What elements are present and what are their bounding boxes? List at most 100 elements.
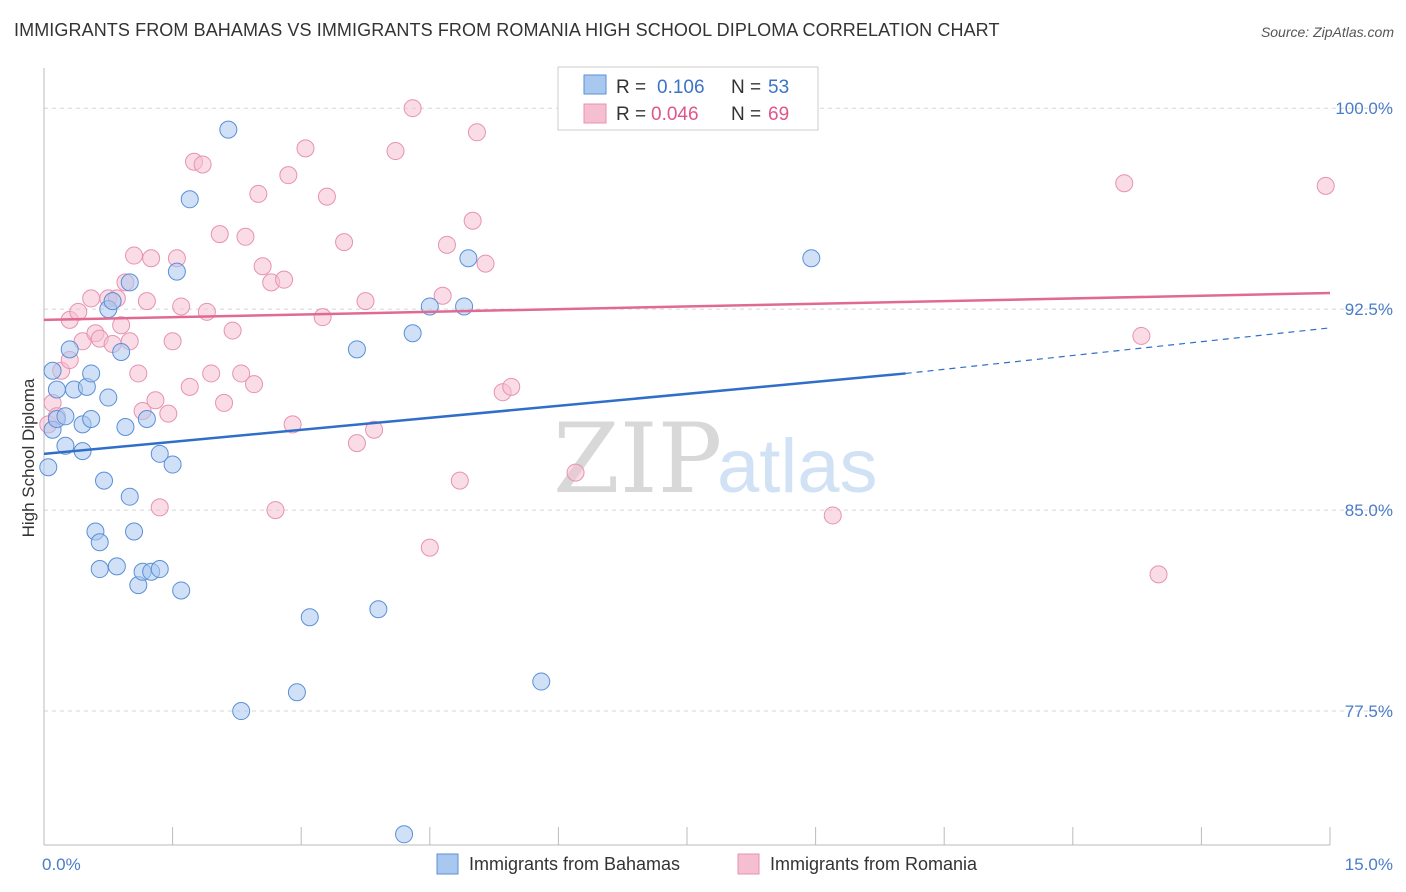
bahamas-point [180, 190, 199, 209]
stats-r-value-1: 0.106 [657, 77, 705, 98]
romania-point [249, 184, 268, 203]
bahamas-point [172, 581, 191, 600]
bahamas-point [137, 409, 156, 428]
romania-point [279, 166, 298, 185]
stats-r-label-2: R = [616, 104, 646, 125]
bahamas-point [60, 340, 79, 359]
bahamas-point [232, 702, 251, 721]
romania-point [823, 506, 842, 525]
romania-point [476, 254, 495, 273]
romania-point [159, 404, 178, 423]
romania-point [317, 187, 336, 206]
trend-lines [43, 291, 1331, 456]
y-tick-label: 85.0% [1345, 501, 1393, 520]
romania-point [245, 375, 264, 394]
romania-point [502, 377, 521, 396]
axes [43, 68, 1331, 846]
romania-point [433, 286, 452, 305]
romania-point [236, 227, 255, 246]
bahamas-point [403, 324, 422, 343]
romania-point [232, 364, 251, 383]
stats-n-label-1: N = [731, 77, 761, 98]
romania-point [1149, 565, 1168, 584]
legend: Immigrants from Bahamas Immigrants from … [436, 853, 978, 875]
romania-point [223, 321, 242, 340]
stats-n-label-2: N = [731, 104, 761, 125]
bahamas-point [347, 340, 366, 359]
bahamas-point [39, 458, 58, 477]
bahamas-point [802, 249, 821, 268]
stats-box: R = 0.106 N = 53 R = 0.046 N = 69 [557, 66, 819, 131]
romania-point [215, 393, 234, 412]
romania-point [193, 155, 212, 174]
stats-r-value-2: 0.046 [651, 104, 699, 125]
romania-point [82, 289, 101, 308]
romania-point [172, 297, 191, 316]
y-tick-label: 100.0% [1335, 99, 1393, 118]
x-tick-label: 15.0% [1345, 855, 1393, 874]
romania-point [73, 332, 92, 351]
romania-point [356, 292, 375, 311]
bahamas-point [287, 683, 306, 702]
bahamas-points [39, 99, 821, 844]
y-tick-label: 77.5% [1345, 702, 1393, 721]
romania-point [313, 308, 332, 327]
romania-point [129, 364, 148, 383]
chart-title: IMMIGRANTS FROM BAHAMAS VS IMMIGRANTS FR… [14, 20, 1000, 40]
x-tick-label: 0.0% [42, 855, 81, 874]
romania-point [403, 99, 422, 118]
romania-point [1132, 326, 1151, 345]
romania-point [467, 123, 486, 142]
romania-trend-line [43, 291, 1331, 322]
bahamas-point [43, 361, 62, 380]
bahamas-point [120, 273, 139, 292]
legend-bahamas-label: Immigrants from Bahamas [469, 854, 680, 874]
romania-point [180, 377, 199, 396]
bahamas-point [99, 388, 118, 407]
bahamas-point [82, 409, 101, 428]
bahamas-point [395, 825, 414, 844]
romania-point [1316, 176, 1335, 195]
bahamas-trend-extension [905, 327, 1331, 375]
bahamas-point [82, 364, 101, 383]
romania-point [210, 225, 229, 244]
stats-romania-swatch [583, 103, 607, 124]
bahamas-point [56, 407, 75, 426]
bahamas-point [116, 418, 135, 437]
stats-r-label-1: R = [616, 77, 646, 98]
bahamas-point [150, 444, 169, 463]
romania-point [347, 434, 366, 453]
bahamas-point [120, 487, 139, 506]
bahamas-point [532, 672, 551, 691]
romania-point [296, 139, 315, 158]
romania-point [253, 257, 272, 276]
y-tick-label: 92.5% [1345, 300, 1393, 319]
bahamas-point [107, 557, 126, 576]
romania-point [566, 463, 585, 482]
bahamas-point [56, 436, 75, 455]
watermark-atlas: atlas [717, 424, 878, 509]
romania-point [137, 292, 156, 311]
bahamas-point [167, 262, 186, 281]
watermark-zip: ZIP [553, 403, 722, 515]
bahamas-point [150, 560, 169, 579]
bahamas-point [103, 292, 122, 311]
legend-romania-swatch [737, 853, 760, 875]
bahamas-point [125, 522, 144, 541]
stats-n-value-2: 69 [768, 104, 789, 125]
romania-point [386, 142, 405, 161]
bahamas-trend-line [43, 372, 906, 456]
tick-labels: 100.0% 92.5% 85.0% 77.5% 0.0% 15.0% [42, 99, 1393, 874]
romania-point [365, 420, 384, 439]
bahamas-point [90, 533, 109, 552]
romania-point [463, 211, 482, 230]
romania-point [420, 538, 439, 557]
romania-point [163, 332, 182, 351]
source-label: Source: ZipAtlas.com [1260, 24, 1394, 40]
romania-point [335, 233, 354, 252]
bahamas-point [112, 343, 131, 362]
stats-bahamas-swatch [583, 74, 607, 95]
bahamas-point [95, 471, 114, 490]
romania-point [266, 501, 285, 520]
